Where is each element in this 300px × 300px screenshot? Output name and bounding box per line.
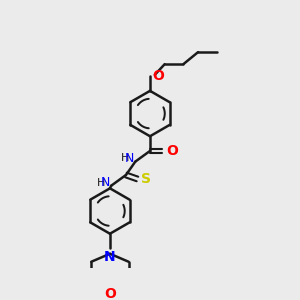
Text: H: H (121, 153, 129, 164)
Text: O: O (166, 144, 178, 158)
Text: S: S (141, 172, 151, 186)
Text: O: O (152, 69, 164, 83)
Text: O: O (104, 287, 116, 300)
Text: H: H (97, 178, 105, 188)
Text: N: N (100, 176, 110, 190)
Text: N: N (104, 250, 116, 264)
Text: N: N (124, 152, 134, 165)
